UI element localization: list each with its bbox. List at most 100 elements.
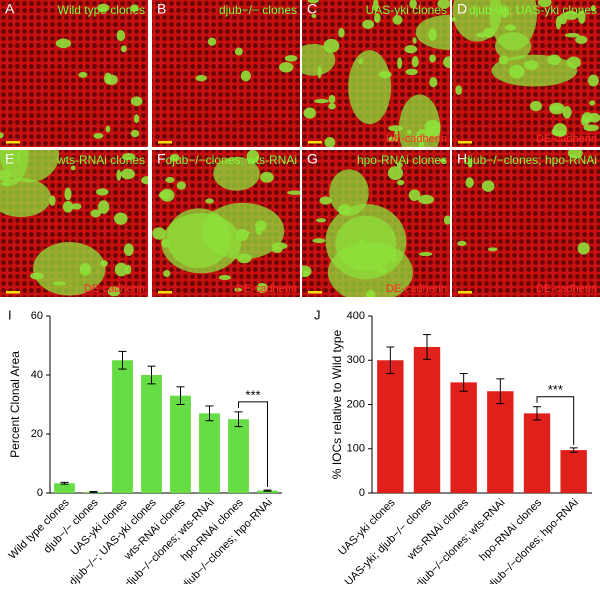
clone-patch	[163, 270, 171, 278]
panel-letter: D	[457, 1, 467, 17]
clone-patch	[64, 187, 72, 201]
clone-patch	[29, 272, 44, 280]
clone-patch	[70, 165, 76, 171]
bar	[199, 413, 220, 493]
panel-title: djub−/− clones	[219, 3, 297, 17]
clone-patch	[324, 137, 336, 147]
clone-patch	[457, 240, 467, 247]
clone-patch	[123, 243, 134, 257]
clone-patch	[587, 74, 599, 87]
clone-patch	[424, 119, 441, 134]
clone-patch	[564, 32, 580, 38]
clone-patch	[487, 247, 498, 252]
clone-patch	[365, 290, 376, 297]
micrograph	[302, 0, 450, 147]
clone-patch	[555, 15, 562, 30]
clone-patch	[122, 152, 136, 161]
x-tick-label: hpo-RNAi clones	[477, 496, 544, 563]
clone-patch	[562, 106, 572, 119]
bar	[523, 413, 551, 493]
error-bar	[89, 491, 98, 494]
bar	[487, 391, 514, 493]
significance-label: ***	[548, 382, 563, 397]
clone-patch	[246, 150, 260, 164]
clone-patch	[130, 129, 140, 138]
error-bar	[496, 378, 505, 405]
clone-patch	[563, 10, 579, 20]
clone-patch	[0, 177, 51, 218]
clone-patch	[161, 238, 170, 248]
clone-patch	[396, 162, 403, 168]
clone-patch	[397, 57, 403, 69]
scale-bar	[158, 291, 172, 294]
clone-patch	[328, 94, 336, 104]
clone-patch	[443, 56, 450, 68]
clone-patch	[158, 190, 171, 200]
clone-patch	[113, 212, 128, 225]
panel-letter: B	[157, 1, 166, 17]
error-bar	[60, 481, 69, 485]
clone-patch	[437, 0, 450, 9]
y-axis-label: % IOCs relative to Wild type	[330, 329, 344, 479]
clone-patch	[578, 10, 586, 24]
x-tick-label: wts-RNAi clones	[405, 496, 472, 563]
clone-patch	[373, 0, 379, 12]
scale-bar	[6, 291, 20, 294]
clone-patch	[388, 136, 395, 142]
clone-patch	[566, 56, 581, 69]
clone-patch	[589, 100, 596, 106]
clone-patch	[577, 242, 590, 255]
clone-patch	[107, 286, 121, 297]
clone-patch	[312, 238, 326, 244]
clone-patch	[537, 0, 552, 8]
clone-patch	[394, 129, 399, 143]
clone-patch	[236, 253, 252, 264]
clone-patch	[329, 169, 369, 216]
y-tick-label: 0	[37, 487, 43, 499]
significance-bracket	[536, 396, 575, 445]
scale-bar	[6, 141, 20, 144]
stain-label: DE-cadherin	[84, 283, 145, 295]
bar	[170, 395, 191, 493]
clone-patch	[256, 282, 268, 294]
clone-patch	[105, 74, 118, 85]
bar	[54, 483, 75, 493]
clone-patch	[550, 105, 562, 111]
stain-label: DE-cadherin	[386, 283, 447, 295]
clone-patch	[116, 30, 126, 42]
bar	[257, 490, 278, 493]
clone-patch	[481, 180, 495, 192]
clone-patch	[130, 96, 143, 107]
clone-patch	[71, 203, 82, 210]
clone-patch	[412, 37, 417, 44]
panel-title: UAS-yki clones	[366, 3, 447, 17]
micrograph	[452, 150, 600, 297]
scale-bar	[458, 141, 472, 144]
clone-patch	[161, 213, 242, 274]
clone-patch	[406, 129, 412, 135]
clone-patch	[411, 56, 419, 68]
panel-letter: J	[314, 307, 321, 322]
clone-patch	[97, 200, 110, 214]
clone-patch	[552, 130, 567, 137]
clone-patch	[93, 133, 104, 139]
clone-patch	[176, 181, 186, 190]
clone-patch	[590, 4, 596, 12]
clone-patch	[575, 35, 588, 44]
clone-patch	[62, 200, 74, 213]
clone-patch	[323, 38, 340, 53]
clone-patch	[52, 281, 67, 286]
clone-patch	[388, 125, 404, 132]
clone-patch	[313, 98, 329, 104]
error-bar	[263, 489, 272, 492]
error-bar	[386, 346, 395, 375]
error-bar	[176, 386, 185, 405]
y-tick-label: 40	[31, 369, 43, 381]
bar	[141, 375, 162, 493]
clone-patch	[120, 168, 135, 180]
clone-patch	[0, 132, 4, 139]
micrograph-panel: C UAS-yki clones DE-cadherin	[302, 0, 450, 147]
